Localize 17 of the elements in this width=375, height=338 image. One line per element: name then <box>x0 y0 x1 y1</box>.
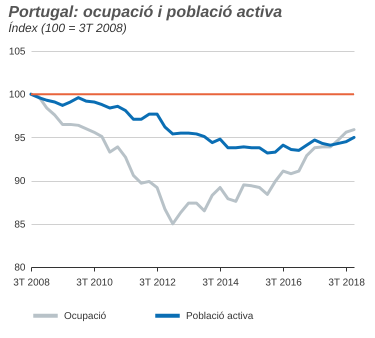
x-tick-label: 3T 2010 <box>76 278 114 288</box>
x-tick-label: 3T 2014 <box>202 278 240 288</box>
x-tick-label: 3T 2016 <box>265 278 302 288</box>
x-tick-label: 3T 2018 <box>328 278 366 288</box>
x-tick-label: 3T 2008 <box>13 278 50 288</box>
legend-label: Població activa <box>186 310 254 322</box>
line-series <box>30 92 356 154</box>
y-tick-label: 80 <box>14 262 26 274</box>
chart-subtitle: Índex (100 = 3T 2008) <box>8 21 127 35</box>
y-tick-label: 85 <box>14 219 26 230</box>
legend-label: Ocupació <box>64 310 107 322</box>
y-tick-label: 95 <box>14 132 26 144</box>
chart-title: Portugal: ocupació i població activa <box>8 4 282 21</box>
x-tick-label: 3T 2012 <box>139 278 176 288</box>
y-tick-label: 105 <box>8 46 26 58</box>
y-tick-label: 90 <box>14 176 26 188</box>
y-tick-label: 100 <box>8 90 26 101</box>
